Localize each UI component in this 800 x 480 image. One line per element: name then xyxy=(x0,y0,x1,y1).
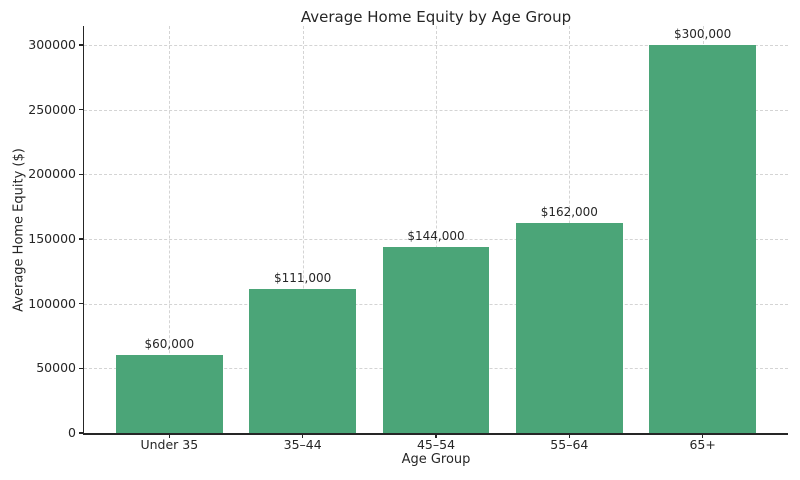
chart-title: Average Home Equity by Age Group xyxy=(300,8,572,26)
y-axis-spine xyxy=(82,26,84,434)
x-tick-mark xyxy=(568,433,571,438)
y-tick-label: 100000 xyxy=(28,295,76,311)
x-tick-label: 45–54 xyxy=(416,437,456,452)
bar xyxy=(116,355,223,433)
x-tick-label: 35–44 xyxy=(283,437,322,452)
bar xyxy=(249,289,356,433)
y-tick-label: 0 xyxy=(68,425,76,440)
y-tick-mark xyxy=(79,108,84,111)
x-axis-label: Age Group xyxy=(401,452,471,467)
gridline-vertical xyxy=(436,26,437,433)
x-axis-spine xyxy=(82,432,788,435)
y-tick-label: 300000 xyxy=(28,37,76,52)
gridline-vertical xyxy=(169,26,171,433)
y-tick-label: 200000 xyxy=(28,166,76,182)
x-tick-mark xyxy=(435,433,437,438)
x-tick-mark xyxy=(168,433,171,438)
y-tick-mark xyxy=(79,302,84,305)
y-tick-mark xyxy=(79,173,84,176)
y-tick-mark xyxy=(79,44,84,46)
x-tick-label: 55–64 xyxy=(550,437,589,452)
x-tick-label: Under 35 xyxy=(140,437,199,452)
bar xyxy=(649,45,756,433)
gridline-vertical xyxy=(302,26,304,433)
y-tick-label: 150000 xyxy=(28,231,76,246)
x-tick-label: 65+ xyxy=(689,437,716,452)
x-tick-mark xyxy=(301,433,304,438)
bar-value-label: $111,000 xyxy=(274,271,332,286)
bar xyxy=(382,246,490,433)
y-tick-mark xyxy=(79,432,84,434)
y-tick-label: 250000 xyxy=(28,101,76,117)
y-tick-mark xyxy=(79,238,84,240)
bar-value-label: $300,000 xyxy=(674,27,732,41)
bar xyxy=(516,223,623,433)
bar-value-label: $60,000 xyxy=(144,337,195,352)
x-tick-mark xyxy=(701,433,704,438)
y-tick-mark xyxy=(79,367,84,370)
bar-value-label: $162,000 xyxy=(540,205,598,220)
bar-value-label: $144,000 xyxy=(407,228,465,243)
y-tick-label: 50000 xyxy=(36,360,76,376)
